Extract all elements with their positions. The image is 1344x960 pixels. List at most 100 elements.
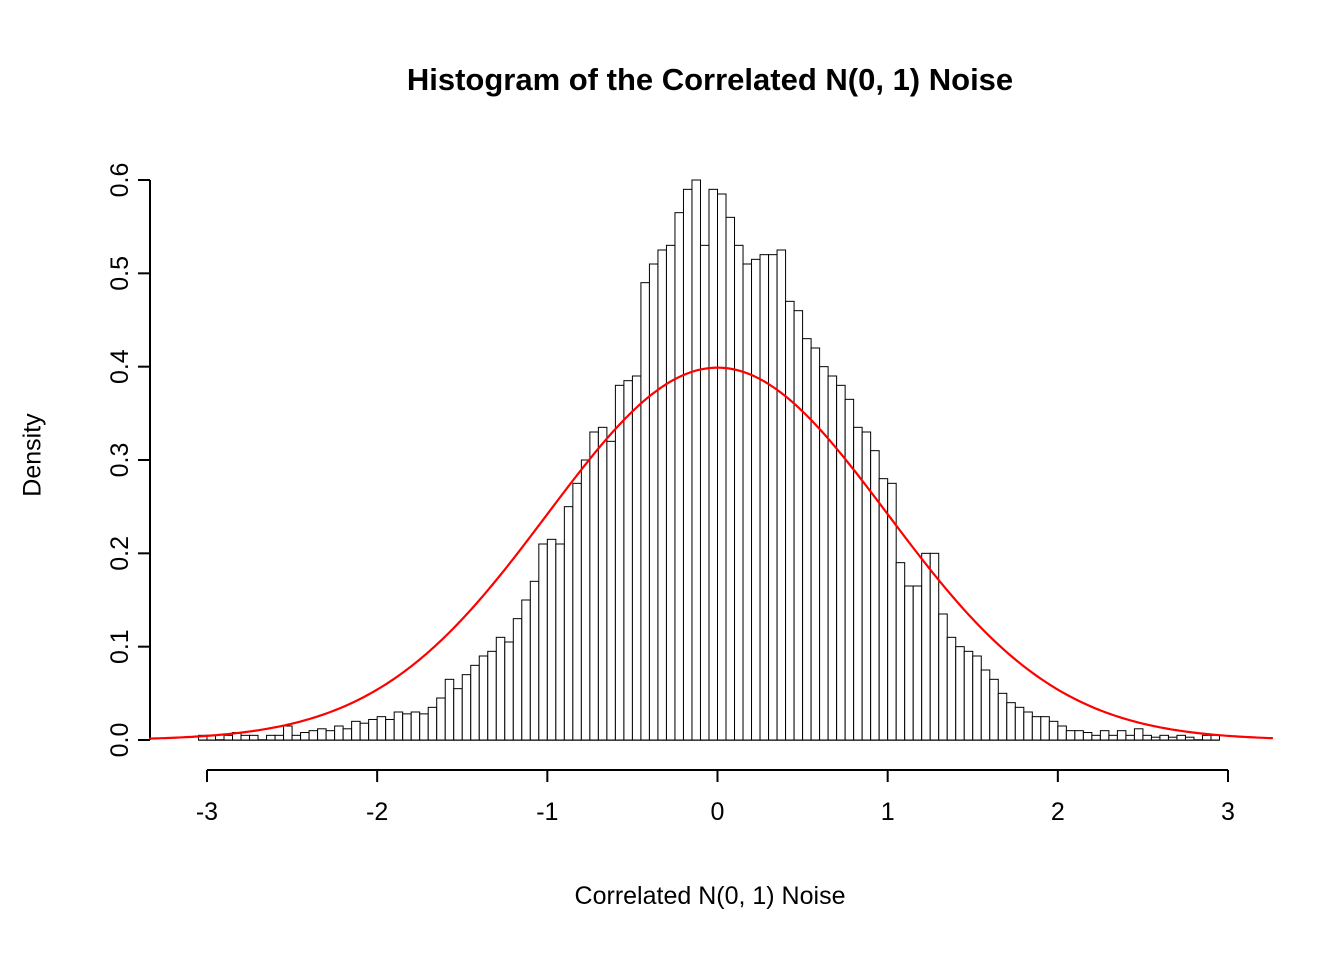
histogram-bar	[895, 562, 906, 741]
histogram-bar	[529, 580, 540, 741]
histogram-bar	[427, 706, 438, 741]
histogram-bar	[555, 543, 565, 741]
histogram-bar	[223, 734, 234, 741]
histogram-bar	[249, 734, 259, 741]
histogram-bar	[359, 722, 370, 741]
histogram-bar	[487, 650, 497, 741]
histogram-bar	[861, 431, 872, 741]
histogram-bar	[997, 692, 1008, 741]
histogram-bar	[308, 730, 319, 741]
x-tick-label: 0	[711, 798, 725, 826]
x-tick-label: -2	[366, 798, 388, 826]
histogram-bar	[810, 347, 821, 741]
histogram-bar	[887, 482, 897, 741]
histogram-bar	[376, 716, 387, 741]
histogram-bar	[938, 613, 948, 741]
histogram-bar	[580, 459, 591, 741]
histogram-bar	[351, 720, 361, 741]
x-tick-label: -1	[536, 798, 558, 826]
histogram-bar	[512, 618, 523, 741]
histogram-bar	[844, 398, 855, 741]
histogram-bar	[802, 338, 812, 741]
histogram-bar	[1176, 734, 1186, 741]
histogram-bar	[785, 300, 795, 741]
histogram-bar	[1031, 716, 1042, 741]
histogram-bar	[1116, 730, 1127, 741]
histogram-bar	[504, 641, 514, 741]
histogram-bar	[657, 249, 667, 741]
histogram-bar	[1150, 736, 1161, 741]
histogram-bar	[989, 678, 999, 741]
histogram-bar	[436, 697, 446, 741]
histogram-bar	[1065, 730, 1076, 741]
x-tick-label: -3	[196, 798, 218, 826]
histogram-bar	[572, 482, 582, 741]
histogram-bar	[393, 711, 404, 741]
x-axis-title: Correlated N(0, 1) Noise	[574, 882, 846, 910]
histogram-bar	[453, 688, 463, 741]
histogram-bar	[921, 552, 931, 741]
histogram-bar	[648, 263, 659, 741]
histogram-bar	[563, 506, 574, 741]
histogram-bar	[768, 254, 778, 741]
histogram-bar	[1159, 734, 1169, 741]
histogram-bar	[980, 669, 991, 741]
histogram-bar	[325, 730, 336, 741]
histogram-bar	[317, 728, 327, 741]
histogram-bar	[776, 249, 787, 741]
histogram-bar	[1006, 702, 1016, 741]
x-tick-label: 3	[1221, 798, 1235, 826]
histogram-bar	[623, 380, 633, 741]
histogram-bar	[946, 636, 957, 741]
histogram-bar	[640, 282, 650, 741]
histogram-bar	[955, 646, 965, 741]
histogram-bar	[614, 384, 625, 741]
histogram-bar	[1074, 730, 1084, 741]
histogram-bar	[708, 188, 718, 741]
histogram-bar	[878, 478, 889, 741]
histogram-bar	[1057, 725, 1067, 741]
histogram-bar	[495, 636, 506, 741]
histogram-bar	[402, 713, 412, 741]
histogram-bar	[266, 734, 276, 741]
histogram-bar	[606, 440, 616, 741]
y-tick-label: 0.2	[106, 536, 134, 571]
histogram-bar	[1108, 734, 1118, 741]
histogram-bar	[1048, 720, 1059, 741]
histogram-bar	[419, 713, 429, 741]
normal-density-curve	[148, 366, 1274, 740]
histogram-bar	[368, 718, 378, 741]
histogram-bar	[631, 375, 642, 741]
histogram-bar	[1125, 734, 1135, 741]
histogram-bar	[444, 678, 455, 741]
histogram-bar	[819, 366, 829, 741]
histogram-bar	[691, 179, 701, 741]
histogram-bar	[827, 375, 838, 741]
histogram-bar	[546, 538, 557, 741]
histogram-bar	[470, 664, 480, 741]
x-tick-label: 1	[881, 798, 895, 826]
histogram-bar	[283, 725, 293, 741]
histogram-bar	[674, 212, 684, 741]
histogram-bar	[538, 543, 548, 741]
histogram-bar	[461, 674, 472, 741]
histogram-bar	[665, 244, 676, 741]
histogram-bar	[300, 732, 310, 741]
histogram-bar	[682, 188, 693, 741]
histogram-bar	[410, 711, 421, 741]
histogram-bar	[742, 263, 753, 741]
histogram-bar	[334, 725, 344, 741]
y-tick-label: 0.1	[106, 629, 134, 664]
y-tick-label: 0.3	[106, 443, 134, 478]
histogram-bar	[1091, 734, 1101, 741]
histogram-bar	[734, 244, 744, 741]
histogram-bar	[274, 734, 285, 741]
histogram-bar	[1201, 734, 1212, 741]
histogram-bar	[240, 734, 251, 741]
x-tick-label: 2	[1051, 798, 1065, 826]
histogram-bar	[1167, 736, 1178, 741]
histogram-bar	[963, 650, 974, 741]
y-tick-label: 0.6	[106, 163, 134, 198]
